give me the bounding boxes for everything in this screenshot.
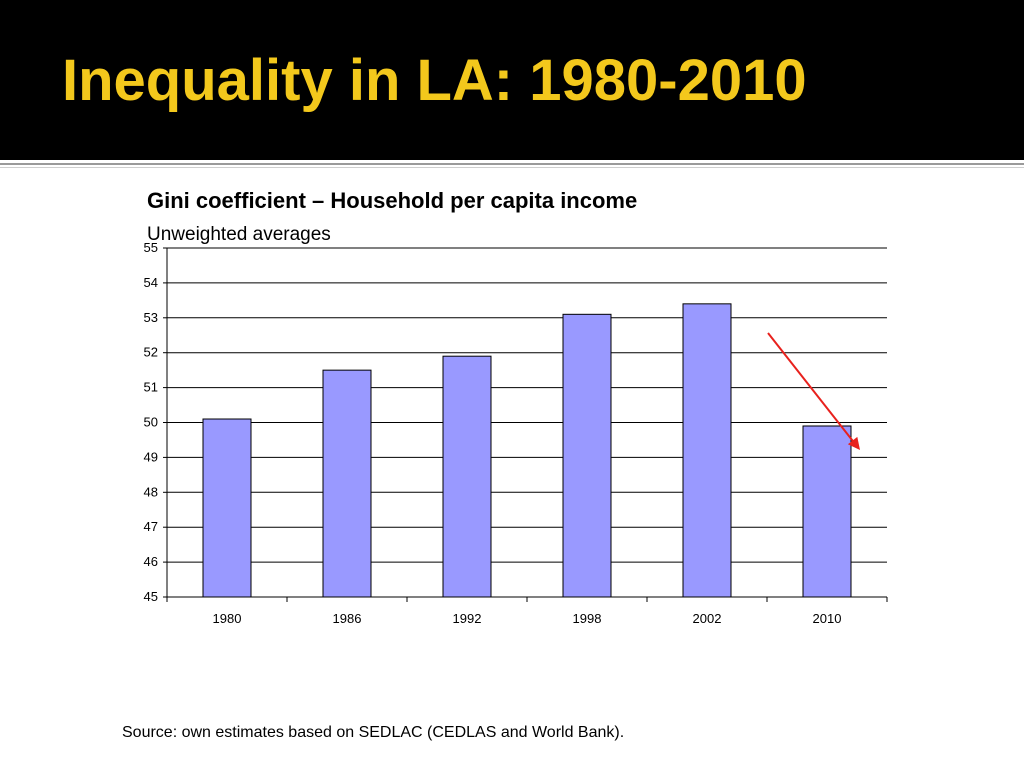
y-tick-label: 47 — [144, 519, 158, 534]
y-tick-label: 45 — [144, 589, 158, 604]
annotation-arrow — [767, 332, 857, 446]
x-tick-label: 1986 — [333, 611, 362, 626]
y-tick-label: 53 — [144, 310, 158, 325]
y-tick-label: 55 — [144, 240, 158, 255]
chart-subtitle: Unweighted averages — [147, 224, 331, 245]
y-tick-label: 51 — [144, 380, 158, 395]
title-bar: Inequality in LA: 1980-2010 — [0, 0, 1024, 160]
bar-2010 — [802, 425, 852, 598]
bar-1980 — [202, 418, 252, 598]
x-tick-label: 2010 — [813, 611, 842, 626]
y-tick-label: 50 — [144, 415, 158, 430]
y-tick-label: 52 — [144, 345, 158, 360]
y-tick-label: 48 — [144, 484, 158, 499]
bar-1998 — [562, 313, 612, 598]
slide-title: Inequality in LA: 1980-2010 — [62, 48, 807, 113]
x-tick-label: 1980 — [213, 611, 242, 626]
y-tick-label: 54 — [144, 275, 158, 290]
annotation-arrowhead — [847, 436, 860, 450]
title-divider-thin — [0, 167, 1024, 168]
source-note: Source: own estimates based on SEDLAC (C… — [122, 724, 625, 741]
bar-2002 — [682, 303, 732, 598]
y-tick-label: 46 — [144, 554, 158, 569]
y-tick-label: 49 — [144, 449, 158, 464]
x-tick-label: 1992 — [453, 611, 482, 626]
x-tick-label: 1998 — [573, 611, 602, 626]
chart-title: Gini coefficient – Household per capita … — [147, 188, 638, 213]
bar-1992 — [442, 355, 492, 598]
bar-1986 — [322, 369, 372, 598]
title-divider — [0, 163, 1024, 165]
x-tick-label: 2002 — [693, 611, 722, 626]
